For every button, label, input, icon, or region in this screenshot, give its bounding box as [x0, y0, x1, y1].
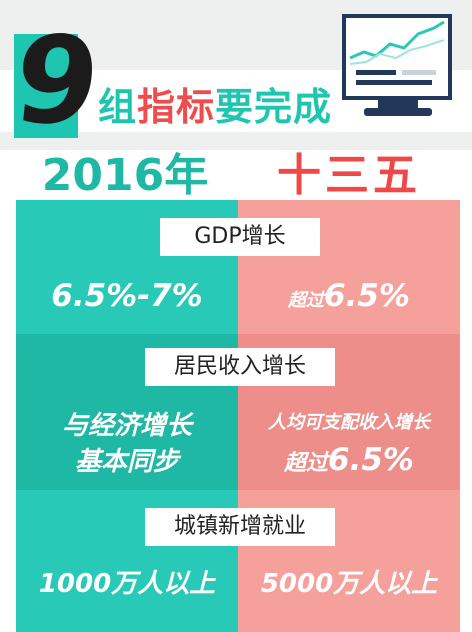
headline-part-3: 要完成	[215, 85, 333, 129]
income-13th-five-year-line-1: 人均可支配收入增长	[268, 412, 430, 433]
chart-graphic-icon	[349, 20, 445, 85]
employment-13th-five-year-value: 5000万人以上	[260, 569, 438, 599]
headline-part-2: 指标	[137, 85, 216, 129]
gdp-2016-value: 6.5%-7%	[51, 278, 203, 314]
indicator-label-gdp: GDP增长	[160, 218, 320, 256]
income-2016-line-1: 与经济增长	[61, 411, 192, 441]
column-title-13th-five-year: 十三五	[277, 150, 421, 201]
employment-2016-value: 1000万人以上	[38, 569, 216, 599]
column-title-2016: 2016年	[41, 150, 209, 201]
monitor-foot	[364, 108, 432, 116]
indicator-label-employment: 城镇新增就业	[145, 508, 335, 546]
indicator-label-income: 居民收入增长	[145, 348, 335, 386]
big-number: 9	[7, 12, 107, 151]
income-13th-five-year-line-2: 超过6.5%	[238, 440, 460, 480]
gdp-13th-five-year-value: 超过6.5%	[238, 276, 460, 316]
gdp-exceed-prefix: 超过	[288, 290, 324, 311]
gdp-exceed-value: 6.5%	[324, 278, 410, 314]
monitor-stand	[378, 100, 418, 110]
monitor-chart-icon	[342, 14, 452, 100]
income-2016-line-2: 基本同步	[74, 447, 179, 477]
number-tab	[14, 34, 78, 138]
income-exceed-value: 6.5%	[328, 442, 414, 478]
headline-part-1: 组	[98, 85, 138, 129]
income-exceed-prefix: 超过	[284, 451, 329, 476]
headline: 组指标要完成	[98, 82, 332, 132]
